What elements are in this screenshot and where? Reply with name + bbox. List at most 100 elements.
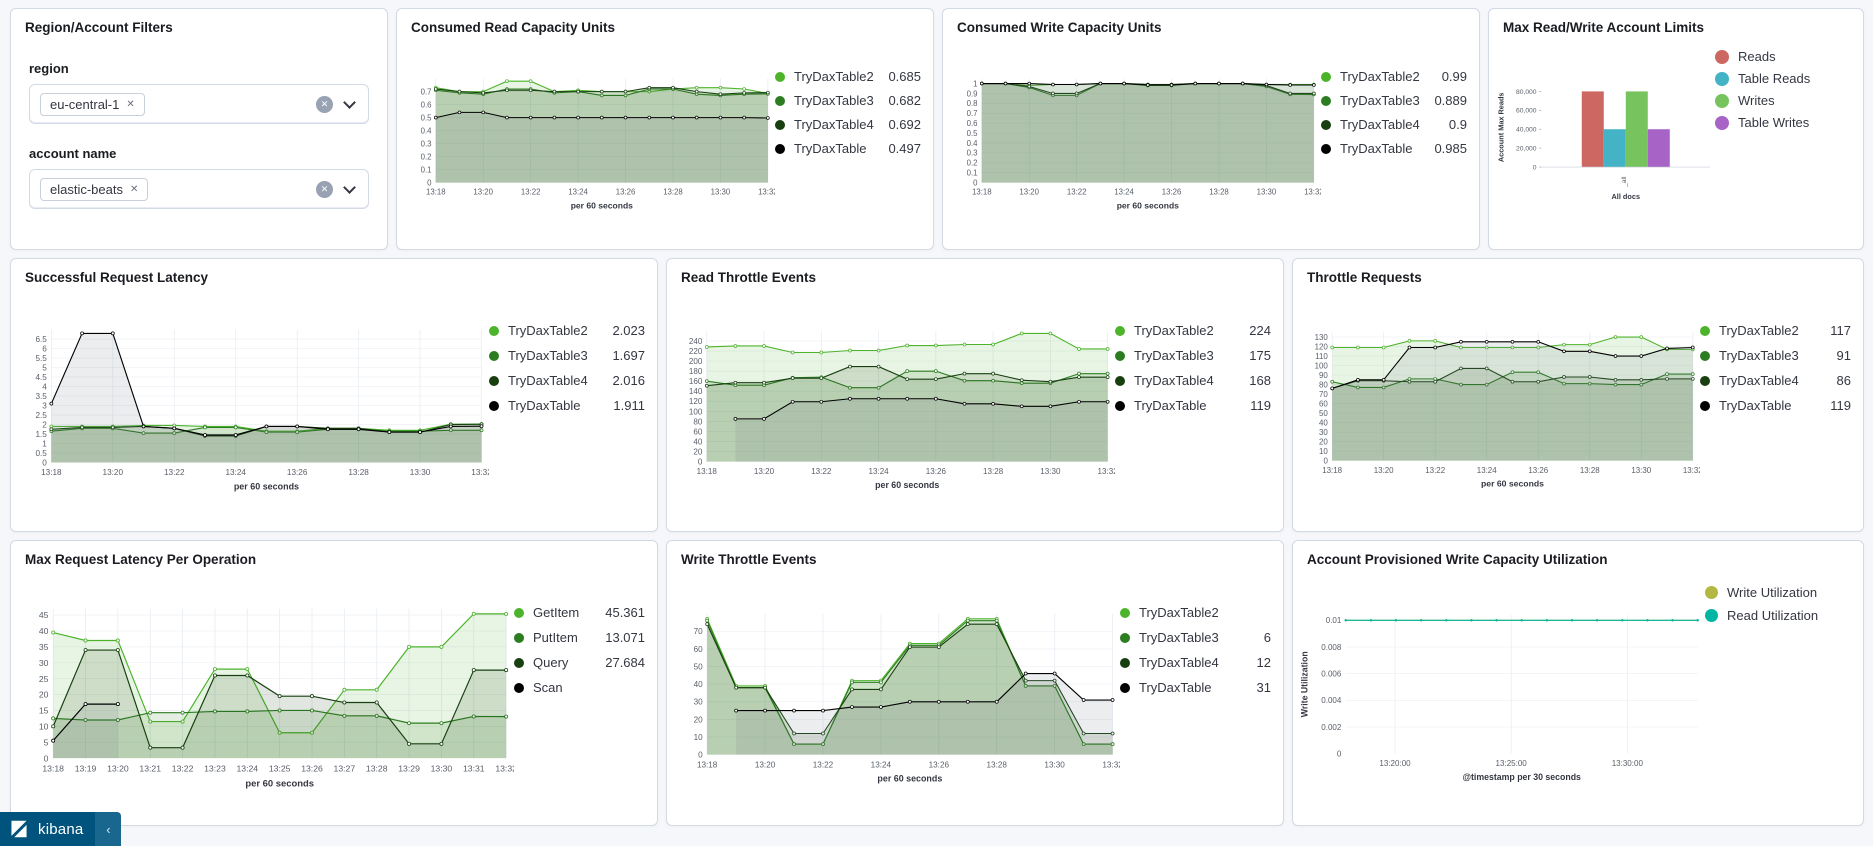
legend-item[interactable]: TryDaxTable4 86 xyxy=(1700,373,1855,388)
svg-text:6.5: 6.5 xyxy=(35,335,47,344)
legend-label: TryDaxTable3 xyxy=(1340,93,1420,108)
line-chart-canvas[interactable]: 00.511.522.533.544.555.566.5 13:18 13:20 13… xyxy=(17,289,489,527)
legend-item[interactable]: TryDaxTable3 6 xyxy=(1120,630,1275,645)
svg-text:Account Max Reads: Account Max Reads xyxy=(1497,93,1506,163)
legend-item[interactable]: Read Utilization xyxy=(1705,608,1855,623)
svg-text:13:20: 13:20 xyxy=(473,188,493,197)
legend-item[interactable]: TryDaxTable3 0.682 xyxy=(775,93,925,108)
legend-item[interactable]: TryDaxTable 0.985 xyxy=(1321,141,1471,156)
legend-item[interactable]: TryDaxTable 31 xyxy=(1120,680,1275,695)
svg-text:13:24: 13:24 xyxy=(1477,466,1497,475)
legend-item[interactable]: TryDaxTable 119 xyxy=(1115,398,1275,413)
legend-item[interactable]: TryDaxTable 1.911 xyxy=(489,398,649,413)
legend-item[interactable]: Writes xyxy=(1715,93,1855,108)
legend-dot-icon xyxy=(775,95,785,106)
legend-item[interactable]: Table Reads xyxy=(1715,71,1855,86)
legend-item[interactable]: TryDaxTable4 2.016 xyxy=(489,373,649,388)
legend-item[interactable]: TryDaxTable2 xyxy=(1120,605,1275,620)
svg-text:13:26: 13:26 xyxy=(926,467,947,476)
legend-label: TryDaxTable2 xyxy=(1340,69,1420,84)
svg-text:0.6: 0.6 xyxy=(967,119,979,128)
legend-label: TryDaxTable3 xyxy=(508,348,588,363)
svg-text:13:28: 13:28 xyxy=(663,188,683,197)
collapse-nav-icon[interactable]: ‹ xyxy=(95,812,122,846)
svg-text:13:24: 13:24 xyxy=(225,468,246,477)
svg-text:60: 60 xyxy=(1319,399,1328,408)
legend-item[interactable]: TryDaxTable4 168 xyxy=(1115,373,1275,388)
svg-text:0.004: 0.004 xyxy=(1321,696,1342,705)
legend-dot-icon xyxy=(1321,71,1331,82)
line-chart-canvas[interactable]: 0 0.002 0.004 0.006 0.008 0.01 13:20:00 13:25:0… xyxy=(1299,571,1705,821)
bar-chart-canvas[interactable]: 0 20,000 40,000 60,000 80,000 _all All docs Acc… xyxy=(1495,39,1715,245)
legend-item[interactable]: Reads xyxy=(1715,49,1855,64)
line-chart-canvas[interactable]: 00.10.20.30.40.50.60.70.80.91 13:18 13:20 1… xyxy=(949,39,1321,245)
line-chart-canvas[interactable]: 0 0.1 0.2 0.3 0.4 0.5 0.6 0.7 13:18 13:20 13:22 13:… xyxy=(403,39,775,245)
svg-text:1: 1 xyxy=(42,440,47,449)
svg-text:0.5: 0.5 xyxy=(967,129,979,138)
chevron-down-icon[interactable] xyxy=(343,180,356,194)
svg-text:13:32: 13:32 xyxy=(1683,466,1700,475)
line-chart-canvas[interactable]: 0 5 10 15 20 25 30 35 40 45 13:18 13:19 13:20 13:21 13… xyxy=(17,571,514,821)
legend-item[interactable]: TryDaxTable3 0.889 xyxy=(1321,93,1471,108)
legend-item[interactable]: Write Utilization xyxy=(1705,585,1855,600)
chevron-down-icon[interactable] xyxy=(343,95,356,109)
legend-label: Table Reads xyxy=(1738,71,1811,86)
legend-item[interactable]: TryDaxTable4 0.692 xyxy=(775,117,925,132)
legend-item[interactable]: TryDaxTable4 0.9 xyxy=(1321,117,1471,132)
account-name-select[interactable]: elastic-beats ✕ ✕ xyxy=(29,169,369,209)
legend-item[interactable]: TryDaxTable4 12 xyxy=(1120,655,1275,670)
kibana-brand[interactable]: kibana xyxy=(0,812,96,846)
panel-title: Account Provisioned Write Capacity Utili… xyxy=(1307,552,1608,567)
svg-text:10: 10 xyxy=(39,721,49,731)
legend-item[interactable]: TryDaxTable2 0.99 xyxy=(1321,69,1471,84)
legend-dot-icon xyxy=(1120,682,1130,693)
legend-dot-icon xyxy=(1120,632,1130,643)
clear-region-icon[interactable]: ✕ xyxy=(316,95,333,113)
legend-item[interactable]: Query 27.684 xyxy=(514,655,649,670)
svg-text:per 60 seconds: per 60 seconds xyxy=(234,481,299,491)
svg-text:13:26: 13:26 xyxy=(616,188,636,197)
legend-dot-icon xyxy=(1705,586,1718,599)
remove-account-icon[interactable]: ✕ xyxy=(129,183,139,195)
kibana-nav-bar[interactable]: kibana ‹ xyxy=(0,812,122,846)
legend-item[interactable]: PutItem 13.071 xyxy=(514,630,649,645)
legend-item[interactable]: TryDaxTable3 1.697 xyxy=(489,348,649,363)
legend-item[interactable]: TryDaxTable2 117 xyxy=(1700,323,1855,338)
legend-item[interactable]: TryDaxTable2 2.023 xyxy=(489,323,649,338)
svg-text:13:28: 13:28 xyxy=(366,763,388,773)
svg-text:0.9: 0.9 xyxy=(967,89,978,98)
legend-dot-icon xyxy=(1115,350,1125,361)
remove-region-icon[interactable]: ✕ xyxy=(126,98,135,110)
legend-item[interactable]: TryDaxTable2 0.685 xyxy=(775,69,925,84)
legend-item[interactable]: TryDaxTable3 91 xyxy=(1700,348,1855,363)
region-select[interactable]: eu-central-1 ✕ ✕ xyxy=(29,84,369,124)
svg-text:40: 40 xyxy=(39,626,49,636)
panel-title: Max Request Latency Per Operation xyxy=(25,552,257,567)
line-chart-canvas[interactable]: 0 10 20 30 40 50 60 70 13:18 13:20 13:22 13:24 13:26… xyxy=(673,571,1120,821)
legend-item[interactable]: TryDaxTable 0.497 xyxy=(775,141,925,156)
svg-text:80: 80 xyxy=(693,417,702,426)
clear-account-icon[interactable]: ✕ xyxy=(316,180,333,198)
legend-item[interactable]: Table Writes xyxy=(1715,115,1855,130)
legend-item[interactable]: Scan xyxy=(514,680,649,695)
account-name-pill[interactable]: elastic-beats ✕ xyxy=(40,177,149,201)
panel-successful-request-latency: Successful Request Latency 0 0.5 1 1.5 2 2.5 3… xyxy=(10,258,658,532)
svg-text:50: 50 xyxy=(694,662,704,671)
region-pill[interactable]: eu-central-1 ✕ xyxy=(40,92,145,116)
svg-text:130: 130 xyxy=(1315,333,1329,342)
svg-text:13:30: 13:30 xyxy=(1257,188,1277,197)
svg-text:25: 25 xyxy=(39,674,49,684)
svg-text:6: 6 xyxy=(42,345,47,354)
legend-value: 168 xyxy=(1249,373,1271,388)
legend-item[interactable]: TryDaxTable2 224 xyxy=(1115,323,1275,338)
svg-text:60: 60 xyxy=(693,427,702,436)
legend-item[interactable]: TryDaxTable3 175 xyxy=(1115,348,1275,363)
legend-item[interactable]: GetItem 45.361 xyxy=(514,605,649,620)
legend-label: Read Utilization xyxy=(1727,608,1819,623)
svg-text:13:30:00: 13:30:00 xyxy=(1612,759,1644,768)
legend-dot-icon xyxy=(489,325,499,336)
svg-text:13:18: 13:18 xyxy=(41,468,62,477)
legend-item[interactable]: TryDaxTable 119 xyxy=(1700,398,1855,413)
